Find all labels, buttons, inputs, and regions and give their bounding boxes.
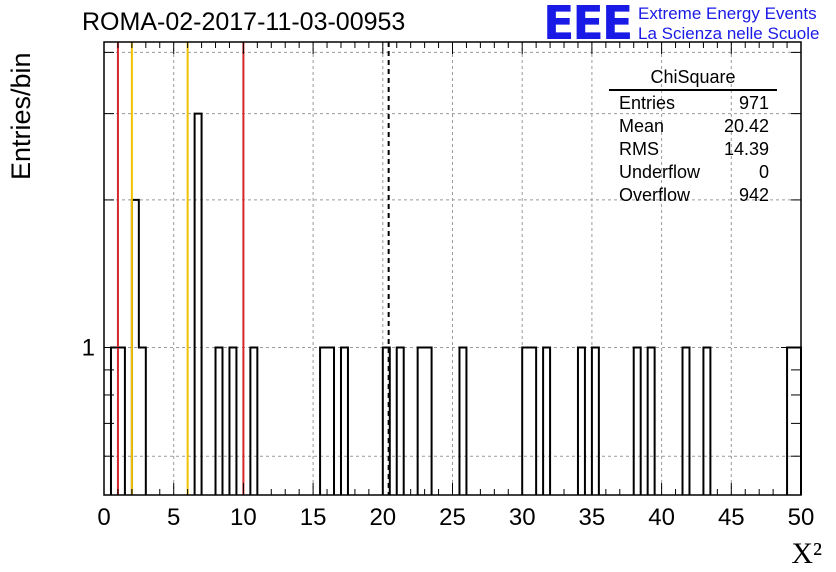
- stats-value: 20.42: [723, 116, 769, 136]
- stats-row-overflow: Overflow 942: [609, 184, 777, 207]
- x-tick-label: 15: [300, 504, 327, 531]
- x-tick-label: 5: [167, 504, 180, 531]
- histogram-bin: [195, 114, 202, 495]
- histogram-bin: [459, 347, 466, 495]
- histogram-bin: [648, 347, 655, 495]
- chart-title: ROMA-02-2017-11-03-00953: [82, 8, 406, 36]
- stats-label: RMS: [619, 139, 659, 159]
- histogram-bin: [229, 347, 236, 495]
- stats-row-underflow: Underflow 0: [609, 161, 777, 184]
- stats-title: ChiSquare: [609, 66, 777, 91]
- histogram-bin: [578, 347, 585, 495]
- y-axis-label: Entries/bin: [6, 52, 36, 180]
- histogram-bin: [425, 347, 432, 495]
- stats-value: 942: [738, 185, 769, 205]
- x-tick-label: 35: [579, 504, 606, 531]
- histogram-bin: [522, 347, 529, 495]
- reference-lines: [116, 42, 390, 495]
- histogram-bin: [529, 347, 536, 495]
- histogram-bin: [250, 347, 257, 495]
- stats-label: Mean: [619, 116, 665, 136]
- x-tick-label: 25: [439, 504, 466, 531]
- histogram-bin: [543, 347, 550, 495]
- histogram-bin: [139, 347, 146, 495]
- x-axis-label: X²: [791, 537, 822, 570]
- x-tick-label: 20: [369, 504, 396, 531]
- logo-line-1: Extreme Energy Events: [638, 4, 817, 23]
- x-tick-label: 30: [509, 504, 536, 531]
- histogram-bin: [634, 347, 641, 495]
- histogram-bin: [118, 347, 125, 495]
- stats-value: 0: [758, 162, 769, 182]
- stats-row-mean: Mean 20.42: [609, 115, 777, 138]
- axis-tick-labels: 0 5 10 15 20 25 30 35 40 45 50 1: [82, 334, 815, 531]
- histogram-bin: [397, 347, 404, 495]
- stats-row-rms: RMS 14.39: [609, 138, 777, 161]
- histogram-bin: [327, 347, 334, 495]
- stats-row-entries: Entries 971: [609, 92, 777, 115]
- x-tick-label: 40: [648, 504, 675, 531]
- logo-line-2: La Scienza nelle Scuole: [638, 24, 820, 43]
- histogram-bin: [703, 347, 710, 495]
- stats-label: Underflow: [619, 162, 701, 182]
- stats-box: ChiSquare Entries 971 Mean 20.42 RMS 14.…: [609, 66, 777, 207]
- stats-value: 971: [738, 93, 769, 113]
- histogram-bin: [592, 347, 599, 495]
- histogram-bin: [683, 347, 690, 495]
- x-tick-label: 0: [97, 504, 110, 531]
- eee-logo-mark: EEE: [543, 0, 633, 50]
- stats-value: 14.39: [723, 139, 769, 159]
- stats-label: Overflow: [619, 185, 691, 205]
- x-tick-label: 10: [230, 504, 257, 531]
- x-tick-label: 50: [788, 504, 815, 531]
- histogram-bin: [216, 347, 223, 495]
- histogram-bin: [320, 347, 327, 495]
- y-tick-label: 1: [82, 334, 95, 361]
- axis-ticks: [103, 42, 802, 495]
- histogram-bin: [341, 347, 348, 495]
- stats-label: Entries: [619, 93, 676, 113]
- eee-logo: EEE Extreme Energy Events La Scienza nel…: [543, 0, 819, 50]
- histogram-bin: [418, 347, 425, 495]
- x-tick-label: 45: [718, 504, 745, 531]
